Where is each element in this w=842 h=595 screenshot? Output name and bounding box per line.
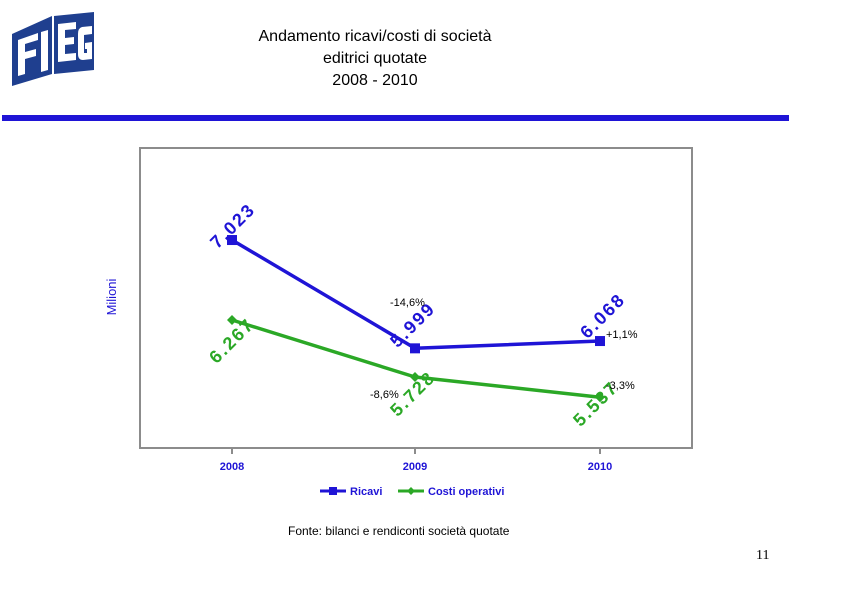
y-axis-label: Milioni [104,278,119,315]
legend-label: Ricavi [350,486,382,498]
data-point [410,372,420,382]
source-note: Fonte: bilanci e rendiconti società quot… [288,524,510,538]
title-line-2: editrici quotate [322,50,428,67]
legend-marker [407,487,415,495]
percent-change-label: -3,3% [606,380,635,392]
title-line-3: 2008 - 2010 [332,72,418,89]
legend-label: Costi operativi [428,486,504,498]
x-tick-label: 2010 [588,461,612,473]
page-number: 11 [756,548,770,563]
data-point [227,314,237,325]
percent-change-label: -8,6% [370,389,399,401]
data-point [227,235,237,246]
header-divider [2,115,789,121]
legend-marker [329,487,337,495]
data-point [410,343,420,354]
data-point [595,336,605,347]
title-line-1: Andamento ricavi/costi di società [258,28,492,45]
x-tick-label: 2008 [220,461,244,473]
fieg-logo [12,12,94,86]
data-point [595,392,605,403]
page-title: Andamento ricavi/costi di società editri… [210,26,540,92]
percent-change-label: -14,6% [390,297,425,309]
x-tick-label: 2009 [403,461,427,473]
percent-change-label: +1,1% [606,329,638,341]
